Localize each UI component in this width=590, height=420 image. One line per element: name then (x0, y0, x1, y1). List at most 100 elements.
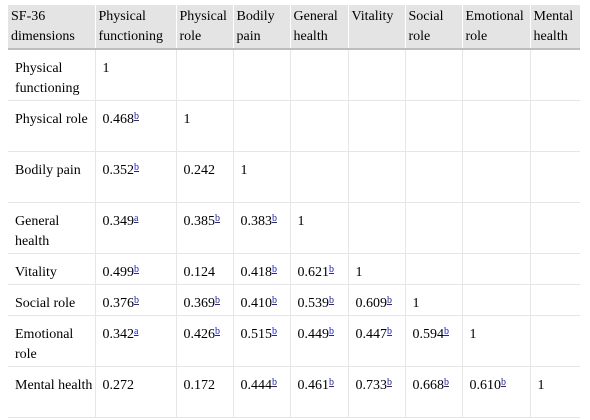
table-cell: 0.621b (290, 253, 349, 285)
header-cell: Physical role (176, 5, 234, 50)
footnote-link[interactable]: b (272, 376, 277, 388)
row-label: Bodily pain (8, 151, 96, 203)
table-cell: 0.610b (462, 366, 531, 418)
cell-value: 0.369 (183, 295, 216, 311)
table-cell: 0.385b (176, 202, 234, 254)
footnote-link[interactable]: b (444, 325, 449, 337)
footnote-link[interactable]: b (329, 325, 334, 337)
table-cell: 0.539b (290, 284, 349, 316)
cell-value: 0.733 (355, 377, 388, 393)
footnote-link[interactable]: b (387, 325, 392, 337)
row-label: General health (8, 202, 96, 254)
table-cell (348, 100, 406, 152)
table-row: Bodily pain 0.352b 0.242 1 (8, 151, 580, 203)
footnote-link[interactable]: b (134, 294, 139, 306)
table-cell: 0.418b (233, 253, 291, 285)
cell-value: 0.342 (102, 326, 135, 342)
footnote-link[interactable]: b (134, 263, 139, 275)
table-cell: 1 (176, 100, 234, 152)
header-cell: SF-36 dimensions (8, 5, 96, 50)
table-cell: 0.242 (176, 151, 234, 203)
row-label: Emotional role (8, 315, 96, 367)
cell-value: 0.272 (102, 377, 135, 393)
table-cell (530, 49, 580, 101)
footnote-link[interactable]: b (134, 161, 139, 173)
table-cell (405, 202, 463, 254)
header-cell: Bodily pain (233, 5, 291, 50)
table-cell: 0.609b (348, 284, 406, 316)
footnote-link[interactable]: b (329, 376, 334, 388)
row-label: Physical functioning (8, 49, 96, 101)
table-cell: 0.594b (405, 315, 463, 367)
table-cell: 0.449b (290, 315, 349, 367)
footnote-link[interactable]: b (501, 376, 506, 388)
table-cell: 1 (530, 366, 580, 418)
table-cell (348, 49, 406, 101)
footnote-link[interactable]: b (444, 376, 449, 388)
header-row: SF-36 dimensions Physical functioning Ph… (8, 5, 580, 50)
footnote-link[interactable]: b (272, 294, 277, 306)
table-cell: 1 (348, 253, 406, 285)
correlation-table: SF-36 dimensions Physical functioning Ph… (8, 5, 580, 418)
table-row: Vitality 0.499b 0.124 0.418b 0.621b 1 (8, 253, 580, 285)
table-cell: 0.733b (348, 366, 406, 418)
footnote-link[interactable]: b (387, 294, 392, 306)
cell-value: 0.539 (297, 295, 330, 311)
footnote-link[interactable]: b (215, 212, 220, 224)
cell-value: 0.352 (102, 162, 135, 178)
table-cell (462, 284, 531, 316)
row-label: Vitality (8, 253, 96, 285)
table-cell (405, 253, 463, 285)
table-cell: 1 (95, 49, 177, 101)
cell-value: 0.609 (355, 295, 388, 311)
footnote-link[interactable]: b (329, 294, 334, 306)
footnote-link[interactable]: b (272, 325, 277, 337)
table-cell (405, 49, 463, 101)
footnote-link[interactable]: b (272, 212, 277, 224)
table-cell (348, 151, 406, 203)
table-header: SF-36 dimensions Physical functioning Ph… (8, 5, 580, 50)
footnote-link[interactable]: b (272, 263, 277, 275)
table-cell (462, 151, 531, 203)
footnote-link[interactable]: b (134, 110, 139, 122)
cell-value: 0.385 (183, 213, 216, 229)
table-cell: 1 (233, 151, 291, 203)
table-cell (462, 49, 531, 101)
header-cell: Social role (405, 5, 463, 50)
footnote-link[interactable]: b (215, 294, 220, 306)
footnote-link[interactable]: a (134, 325, 139, 337)
table-cell (405, 100, 463, 152)
footnote-link[interactable]: a (134, 212, 139, 224)
cell-value: 0.449 (297, 326, 330, 342)
row-label: Mental health (8, 366, 96, 418)
table-row: Physical functioning 1 (8, 49, 580, 101)
table-cell: 0.410b (233, 284, 291, 316)
cell-value: 0.376 (102, 295, 135, 311)
table-cell: 0.383b (233, 202, 291, 254)
cell-value: 1 (183, 111, 191, 127)
table-cell: 0.447b (348, 315, 406, 367)
table-cell: 1 (290, 202, 349, 254)
table-cell (462, 253, 531, 285)
footnote-link[interactable]: b (215, 325, 220, 337)
table-row: General health 0.349a 0.385b 0.383b 1 (8, 202, 580, 254)
cell-value: 0.468 (102, 111, 135, 127)
cell-value: 1 (240, 162, 248, 178)
table-cell (290, 100, 349, 152)
table-cell: 0.272 (95, 366, 177, 418)
header-cell: General health (290, 5, 349, 50)
table-row: Mental health 0.272 0.172 0.444b 0.461b 0.733… (8, 366, 580, 418)
cell-value: 0.594 (412, 326, 445, 342)
footnote-link[interactable]: b (329, 263, 334, 275)
table-cell: 0.668b (405, 366, 463, 418)
table-cell: 0.515b (233, 315, 291, 367)
cell-value: 0.349 (102, 213, 135, 229)
cell-value: 0.426 (183, 326, 216, 342)
table-row: Physical role 0.468b 1 (8, 100, 580, 152)
table-cell (530, 100, 580, 152)
table-cell (233, 49, 291, 101)
cell-value: 0.124 (183, 264, 216, 280)
footnote-link[interactable]: b (387, 376, 392, 388)
table-cell (348, 202, 406, 254)
cell-value: 0.499 (102, 264, 135, 280)
